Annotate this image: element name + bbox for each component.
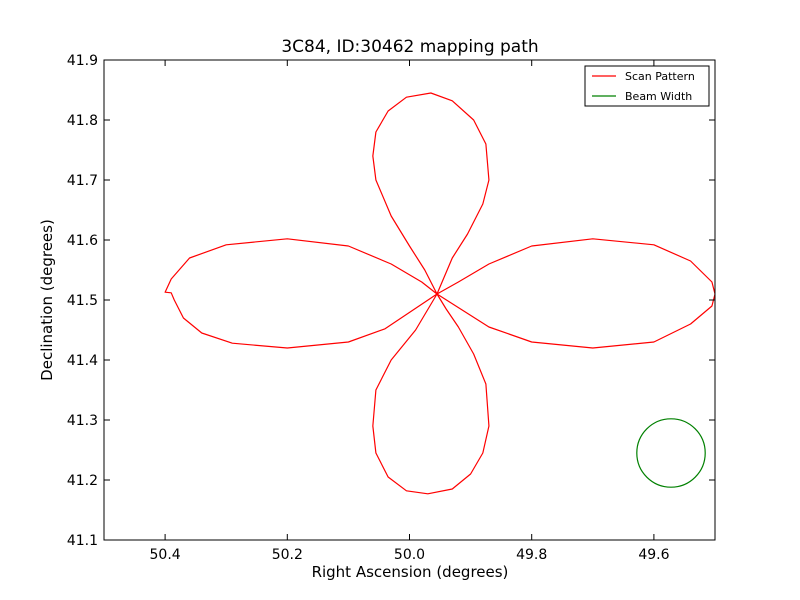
legend-label-scan-pattern: Scan Pattern: [625, 70, 695, 83]
legend-label-beam-width: Beam Width: [625, 90, 692, 103]
y-tick-label: 41.9: [67, 53, 98, 69]
chart-title: 3C84, ID:30462 mapping path: [281, 37, 538, 57]
x-axis-label: Right Ascension (degrees): [312, 563, 509, 581]
x-tick-label: 50.4: [150, 547, 181, 563]
x-tick-label: 49.6: [638, 547, 669, 563]
x-axis: 50.4 50.2 50.0 49.8 49.6: [150, 60, 670, 563]
plot-area: [164, 92, 715, 495]
y-tick-label: 41.3: [67, 413, 98, 429]
x-tick-label: 50.0: [394, 547, 425, 563]
legend-box: [584, 65, 710, 107]
y-axis: 41.1 41.2 41.3 41.4 41.5 41.6 41.7 41.8 41.9: [67, 53, 715, 549]
x-tick-label: 50.2: [272, 547, 303, 563]
x-tick-label: 49.8: [516, 547, 547, 563]
y-tick-label: 41.7: [67, 173, 98, 189]
y-tick-label: 41.1: [67, 533, 98, 549]
y-tick-label: 41.6: [67, 233, 98, 249]
legend: Scan Pattern Beam Width: [584, 65, 710, 107]
y-tick-label: 41.4: [67, 353, 98, 369]
y-tick-label: 41.8: [67, 113, 98, 129]
series-scan-pattern: [164, 92, 715, 495]
series-beam-width: [636, 418, 706, 488]
y-tick-label: 41.2: [67, 473, 98, 489]
y-axis-label: Declination (degrees): [38, 219, 56, 381]
y-tick-label: 41.5: [67, 293, 98, 309]
